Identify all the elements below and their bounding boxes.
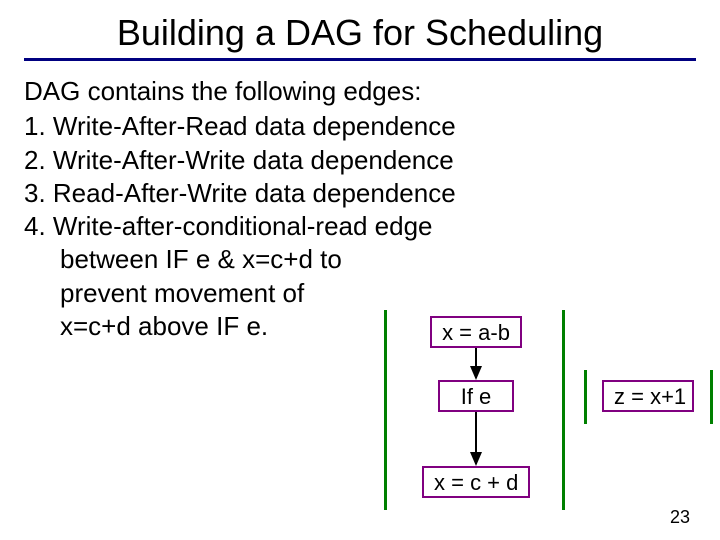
list-item-cont: between IF e & x=c+d to (24, 243, 404, 276)
block-delimiter-line (584, 370, 587, 424)
list-item: 2. Write-After-Write data dependence (24, 144, 696, 177)
list-item: 1. Write-After-Read data dependence (24, 110, 696, 143)
body-text: DAG contains the following edges: 1. Wri… (24, 75, 696, 343)
slide: Building a DAG for Scheduling DAG contai… (0, 0, 720, 540)
diagram-arrows (378, 310, 718, 540)
list-item-cont: x=c+d above IF e. (24, 310, 404, 343)
list-item-cont: prevent movement of (24, 277, 404, 310)
list-item: 3. Read-After-Write data dependence (24, 177, 696, 210)
slide-number: 23 (670, 507, 690, 528)
block-delimiter-line (384, 310, 387, 510)
block-delimiter-line (710, 370, 713, 424)
slide-title: Building a DAG for Scheduling (24, 12, 696, 54)
intro-line: DAG contains the following edges: (24, 75, 696, 108)
dag-node-ife: If e (438, 380, 514, 412)
dag-node-xcd: x = c + d (422, 466, 530, 498)
dag-node-xab: x = a-b (430, 316, 522, 348)
dag-node-zx1: z = x+1 (602, 380, 694, 412)
list-item: 4. Write-after-conditional-read edge (24, 210, 696, 243)
item4-continuation: between IF e & x=c+d to prevent movement… (24, 243, 404, 343)
block-delimiter-line (562, 310, 565, 510)
title-divider (24, 58, 696, 61)
dag-diagram: x = a-b If e x = c + d z = x+1 (378, 310, 718, 540)
